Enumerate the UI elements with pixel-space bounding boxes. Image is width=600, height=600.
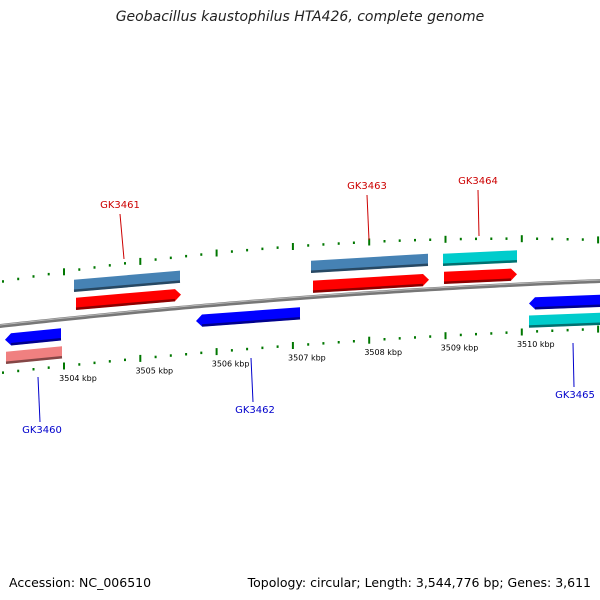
scale-tick-label: 3504 kbp <box>59 374 97 383</box>
genome-title: Geobacillus kaustophilus HTA426, complet… <box>115 9 485 25</box>
gene-leader-gk3465 <box>572 342 575 388</box>
gene-arrow-gk3463 <box>312 274 429 293</box>
gene-leader-gk3462 <box>250 357 254 403</box>
gene-arrow-gk3462-body <box>196 307 300 327</box>
scale-tick-label: 3506 kbp <box>212 360 250 369</box>
gene-arrow-gk3464-shadow <box>443 278 512 285</box>
gene-label-gk3460: GK3460 <box>22 425 62 436</box>
gene-label-gk3462: GK3462 <box>235 405 275 416</box>
gene-arrow-gk3461-shadow <box>75 298 176 310</box>
gene-arrow-gk3461-body <box>76 289 181 310</box>
scale-tick-label: 3505 kbp <box>135 366 173 375</box>
gene-arrow-gk3462-shadow <box>201 317 301 327</box>
gene-arrow-gk3463-body <box>313 274 429 293</box>
gene-leader-gk3460 <box>37 376 41 423</box>
gene-arrow-gk3461 <box>75 289 181 310</box>
gene-arrow-gk3464 <box>443 268 517 285</box>
gene-arrow-gk3460-shadow <box>10 338 62 346</box>
gene-arrow-gk3461-upper-body <box>74 270 180 292</box>
gene-leader-gk3461 <box>119 213 125 260</box>
gene-arrow-gk3462 <box>196 307 301 327</box>
genome-backbone-highlight <box>0 279 600 326</box>
gene-arrow-gk3461-upper-shadow <box>73 280 181 292</box>
gene-arrow-gk3460-lower <box>5 346 63 365</box>
scale-tick-label: 3507 kbp <box>288 354 326 363</box>
gene-arrow-gk3463-upper <box>310 253 429 273</box>
gene-label-gk3464: GK3464 <box>458 176 498 187</box>
gene-arrow-gk3460-lower-shadow <box>5 356 63 365</box>
gene-arrow-gk3463-upper-body <box>311 253 428 273</box>
gene-leader-gk3463 <box>366 194 370 241</box>
scale-tick-label: 3509 kbp <box>441 344 479 353</box>
gene-label-gk3465: GK3465 <box>555 390 595 401</box>
gene-arrow-gk3465-shadow <box>534 304 600 310</box>
gene-label-gk3461: GK3461 <box>100 200 140 211</box>
gene-arrow-gk3465-lower <box>528 312 600 328</box>
gene-arrow-gk3463-shadow <box>312 283 424 293</box>
gene-arrow-gk3465-lower-shadow <box>528 322 600 328</box>
gene-arrow-gk3463-upper-shadow <box>310 263 429 273</box>
scale-tick-label: 3508 kbp <box>364 348 402 357</box>
gene-label-gk3463: GK3463 <box>347 181 387 192</box>
gene-arrow-gk3464-upper-shadow <box>442 260 518 267</box>
accession-text: Accession: NC_006510 <box>9 575 152 590</box>
gene-arrow-gk3460 <box>5 328 62 346</box>
gene-leader-gk3464 <box>477 189 480 237</box>
scale-tick-label: 3510 kbp <box>517 340 555 349</box>
genome-summary-text: Topology: circular; Length: 3,544,776 bp… <box>247 575 591 590</box>
gene-arrow-gk3465 <box>529 294 600 310</box>
gene-arrow-gk3461-upper <box>73 270 181 292</box>
genome-backbone <box>0 278 600 329</box>
gene-arrow-gk3464-upper <box>442 250 518 267</box>
